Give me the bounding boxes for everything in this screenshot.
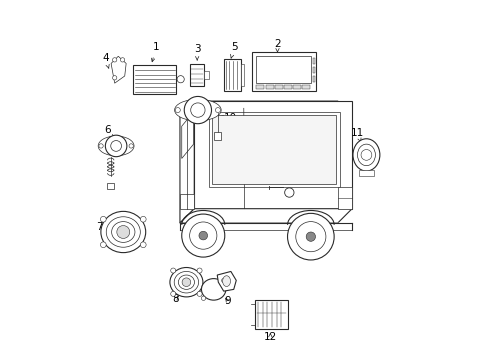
Circle shape <box>305 232 315 241</box>
Circle shape <box>129 144 133 148</box>
Circle shape <box>175 108 180 113</box>
Circle shape <box>182 278 190 287</box>
FancyBboxPatch shape <box>292 85 301 89</box>
FancyBboxPatch shape <box>223 59 241 91</box>
Text: 5: 5 <box>230 42 237 58</box>
Polygon shape <box>217 271 236 291</box>
Ellipse shape <box>169 267 203 297</box>
Ellipse shape <box>178 275 194 289</box>
Text: 12: 12 <box>263 332 276 342</box>
FancyBboxPatch shape <box>274 85 282 89</box>
Circle shape <box>170 268 175 273</box>
FancyBboxPatch shape <box>133 64 176 94</box>
Circle shape <box>184 96 211 124</box>
FancyBboxPatch shape <box>256 85 264 89</box>
Circle shape <box>110 140 121 151</box>
Polygon shape <box>194 101 351 209</box>
Circle shape <box>221 278 225 283</box>
Circle shape <box>99 144 103 148</box>
Polygon shape <box>337 187 351 209</box>
Ellipse shape <box>101 211 145 253</box>
Circle shape <box>140 216 146 222</box>
Circle shape <box>182 214 224 257</box>
Polygon shape <box>111 56 126 83</box>
Circle shape <box>140 242 146 248</box>
FancyBboxPatch shape <box>302 85 310 89</box>
FancyBboxPatch shape <box>190 64 204 86</box>
Ellipse shape <box>357 144 375 166</box>
Polygon shape <box>180 209 351 223</box>
FancyBboxPatch shape <box>312 58 314 64</box>
FancyBboxPatch shape <box>204 71 208 79</box>
Text: 7: 7 <box>96 222 107 232</box>
Polygon shape <box>180 194 193 209</box>
Circle shape <box>170 291 175 296</box>
Circle shape <box>105 135 126 157</box>
Circle shape <box>199 231 207 240</box>
Text: 1: 1 <box>151 42 159 62</box>
Polygon shape <box>180 223 351 230</box>
Ellipse shape <box>106 217 140 247</box>
FancyBboxPatch shape <box>255 300 287 329</box>
Circle shape <box>360 149 371 160</box>
Ellipse shape <box>201 279 225 300</box>
Polygon shape <box>180 101 194 223</box>
FancyBboxPatch shape <box>251 52 315 91</box>
Ellipse shape <box>98 136 134 156</box>
Circle shape <box>189 222 217 249</box>
Circle shape <box>120 58 124 62</box>
Text: 9: 9 <box>224 296 230 306</box>
Circle shape <box>112 58 117 62</box>
Polygon shape <box>180 101 351 116</box>
Circle shape <box>284 188 293 197</box>
Text: 6: 6 <box>104 125 113 138</box>
FancyBboxPatch shape <box>214 132 221 140</box>
FancyBboxPatch shape <box>284 85 291 89</box>
Ellipse shape <box>352 139 379 171</box>
Circle shape <box>190 103 204 117</box>
Ellipse shape <box>111 222 135 242</box>
Circle shape <box>100 242 106 248</box>
Circle shape <box>117 226 129 238</box>
Circle shape <box>215 108 220 113</box>
Circle shape <box>287 213 333 260</box>
Ellipse shape <box>174 271 198 293</box>
Circle shape <box>197 291 202 296</box>
Text: 2: 2 <box>274 39 280 52</box>
Polygon shape <box>212 116 335 184</box>
Text: 8: 8 <box>172 294 179 304</box>
Circle shape <box>197 268 202 273</box>
FancyBboxPatch shape <box>312 76 314 82</box>
Circle shape <box>112 76 117 80</box>
FancyBboxPatch shape <box>255 56 310 83</box>
Ellipse shape <box>222 276 230 287</box>
Circle shape <box>177 76 184 83</box>
Ellipse shape <box>174 99 221 121</box>
FancyBboxPatch shape <box>312 67 314 73</box>
Polygon shape <box>182 112 193 158</box>
Circle shape <box>201 296 205 300</box>
FancyBboxPatch shape <box>358 170 373 176</box>
Polygon shape <box>208 112 339 187</box>
Text: 3: 3 <box>193 44 200 60</box>
Text: 11: 11 <box>350 129 364 141</box>
FancyBboxPatch shape <box>241 64 244 86</box>
FancyBboxPatch shape <box>265 85 273 89</box>
Text: 10: 10 <box>220 113 237 123</box>
Circle shape <box>295 222 325 252</box>
FancyBboxPatch shape <box>107 183 114 189</box>
Circle shape <box>100 216 106 222</box>
Text: 4: 4 <box>102 53 109 68</box>
